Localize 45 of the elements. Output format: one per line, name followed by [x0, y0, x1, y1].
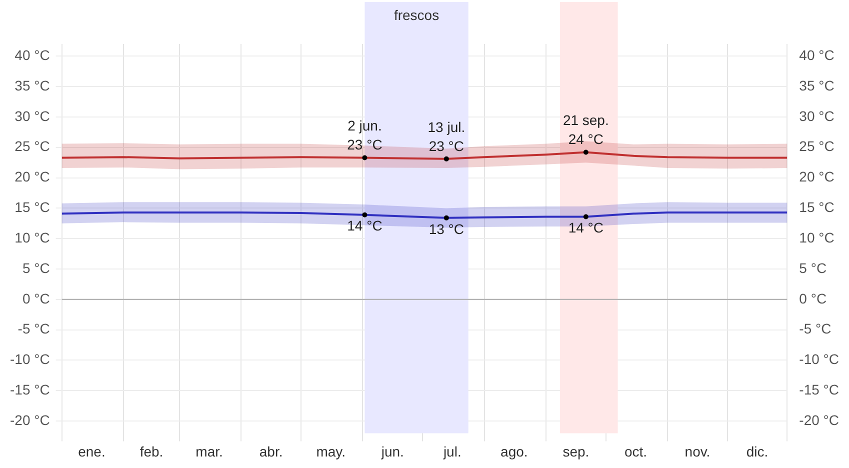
x-tick-label: jul. [442, 443, 462, 460]
y2-tick-label: 0 °C [799, 290, 827, 306]
annotation: 21 sep. 24 °C [562, 112, 609, 148]
x-tick-label: oct. [624, 443, 648, 460]
y2-tick-label: 40 °C [799, 47, 834, 64]
y2-tick-label: -10 °C [799, 351, 840, 368]
x-tick-label: jun. [380, 443, 404, 460]
x-tick-label: nov. [684, 443, 710, 460]
y-tick-label: 15 °C [14, 199, 50, 216]
x-tick-label: may. [316, 443, 346, 460]
y2-tick-label: 5 °C [799, 260, 827, 276]
y-tick-label: -15 °C [10, 381, 50, 398]
y-tick-label: 25 °C [14, 138, 50, 154]
x-tick-label: feb. [140, 443, 164, 460]
y-tick-label: 35 °C [14, 77, 50, 94]
x-tick-label: dic. [746, 443, 768, 460]
x-tick-label: abr. [259, 443, 283, 460]
y-tick-label: -20 °C [10, 412, 50, 428]
y-tick-label: 40 °C [14, 47, 50, 64]
annotation: 14 °C [568, 220, 604, 236]
annotation: 14 °C [347, 218, 382, 234]
annotation: 2 jun. 23 °C [347, 118, 382, 153]
y-tick-label: -10 °C [10, 351, 50, 368]
y2-tick-label: -5 °C [799, 320, 832, 337]
y-tick-label: 5 °C [22, 260, 50, 276]
y2-tick-label: 20 °C [799, 168, 834, 185]
x-tick-label: ene. [78, 443, 106, 460]
y2-tick-label: 10 °C [799, 229, 834, 246]
y-tick-label: -5 °C [18, 320, 50, 337]
y-tick-label: 20 °C [14, 168, 50, 185]
y-tick-label: 30 °C [14, 108, 50, 124]
y2-tick-label: -20 °C [799, 412, 840, 428]
x-tick-label: sep. [562, 443, 590, 460]
x-tick-label: mar. [196, 443, 223, 460]
y2-tick-label: -15 °C [799, 381, 840, 398]
y2-tick-label: 15 °C [799, 199, 834, 216]
y-tick-label: 10 °C [14, 229, 50, 246]
x-tick-label: ago. [500, 443, 528, 460]
annotation: 13 jul. 23 °C [428, 118, 466, 154]
annotation: 13 °C [428, 220, 464, 237]
y2-tick-label: 35 °C [799, 77, 834, 94]
y2-tick-label: 25 °C [799, 138, 834, 154]
y-tick-label: 0 °C [22, 290, 50, 306]
band-label: frescos [394, 6, 440, 23]
y2-tick-label: 30 °C [799, 108, 834, 124]
